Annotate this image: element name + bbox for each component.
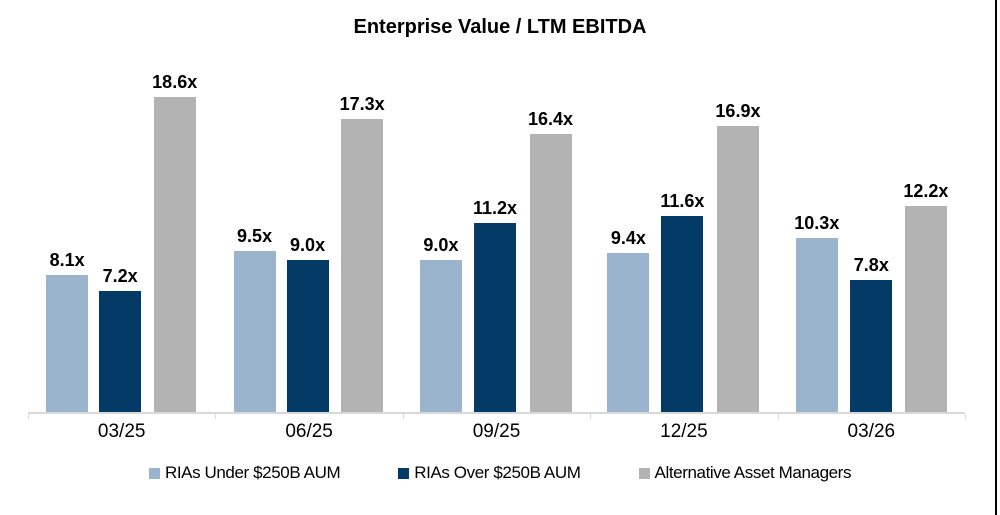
bar-series3-12-25 bbox=[716, 125, 759, 413]
x-axis-tick bbox=[965, 414, 966, 419]
bar-series2-03-25 bbox=[99, 290, 142, 413]
bar-group-12-25: 9.4x 11.6x 16.9x bbox=[590, 83, 777, 413]
bar-unit: 9.0x bbox=[286, 234, 329, 413]
bar-value-label: 11.6x bbox=[660, 190, 705, 211]
bar-value-label: 10.3x bbox=[794, 212, 840, 233]
bar-group-03-25: 8.1x 7.2x 18.6x bbox=[28, 73, 215, 413]
x-axis-tick bbox=[402, 414, 404, 419]
bar-unit: 9.5x bbox=[233, 226, 276, 413]
legend-swatch-icon bbox=[148, 467, 160, 479]
bar-value-label: 8.1x bbox=[49, 250, 85, 271]
legend-label: RIAs Under $250B AUM bbox=[164, 463, 341, 482]
bar-value-label: 17.3x bbox=[339, 93, 385, 114]
bar-series3-09-25 bbox=[529, 134, 572, 413]
legend-item-3: Alternative Asset Managers bbox=[638, 463, 852, 483]
bar-value-label: 9.5x bbox=[237, 226, 273, 247]
bar-value-label: 7.8x bbox=[853, 255, 889, 276]
category-label: 12/25 bbox=[660, 421, 708, 442]
bar-unit: 9.0x bbox=[419, 234, 462, 413]
category-label: 09/25 bbox=[472, 421, 521, 442]
bar-unit: 11.2x bbox=[472, 197, 518, 413]
bar-series1-12-25 bbox=[607, 253, 650, 413]
chart-title: Enterprise Value / LTM EBITDA bbox=[353, 16, 647, 38]
x-axis-line bbox=[28, 412, 965, 414]
legend-label: Alternative Asset Managers bbox=[654, 463, 852, 482]
bar-series3-03-26 bbox=[904, 205, 947, 413]
bar-group-03-26: 10.3x 7.8x 12.2x bbox=[778, 83, 965, 413]
bar-series3-06-25 bbox=[341, 118, 384, 413]
x-axis-tick bbox=[215, 414, 217, 419]
bar-unit: 7.2x bbox=[99, 265, 142, 413]
bar-series2-09-25 bbox=[473, 222, 516, 413]
bar-unit: 18.6x bbox=[152, 73, 197, 413]
bar-value-label: 9.0x bbox=[290, 234, 326, 255]
bar-series1-09-25 bbox=[419, 259, 462, 413]
category-label: 03/26 bbox=[847, 421, 896, 442]
bar-unit: 10.3x bbox=[794, 214, 839, 413]
bar-series2-03-26 bbox=[850, 280, 893, 413]
bar-group-09-25: 9.0x 11.2x 16.4x bbox=[403, 83, 590, 413]
x-axis-tick bbox=[590, 414, 592, 419]
legend-label: RIAs Over $250B AUM bbox=[414, 463, 581, 482]
bar-unit: 16.4x bbox=[528, 110, 573, 413]
x-axis-tick bbox=[777, 414, 779, 419]
bar-series1-06-25 bbox=[233, 251, 276, 413]
bar-value-label: 16.9x bbox=[715, 100, 761, 121]
bar-value-label: 18.6x bbox=[152, 71, 198, 92]
bar-value-label: 9.4x bbox=[610, 228, 646, 249]
category-label: 03/25 bbox=[97, 421, 146, 442]
legend-item-1: RIAs Under $250B AUM bbox=[148, 463, 341, 483]
x-axis-tick bbox=[28, 414, 29, 419]
bar-unit: 7.8x bbox=[850, 255, 893, 413]
category-label: 06/25 bbox=[285, 421, 333, 442]
legend: RIAs Under $250B AUM RIAs Over $250B AUM A… bbox=[0, 463, 1000, 483]
bar-unit: 11.6x bbox=[660, 192, 704, 413]
legend-swatch-icon bbox=[638, 467, 650, 479]
bar-series1-03-26 bbox=[795, 237, 838, 413]
bar-unit: 16.9x bbox=[715, 100, 761, 413]
bar-series1-03-25 bbox=[46, 275, 89, 413]
right-edge-border bbox=[995, 0, 997, 515]
bar-series2-06-25 bbox=[286, 259, 329, 413]
bar-value-label: 12.2x bbox=[903, 180, 949, 201]
bar-unit: 17.3x bbox=[340, 95, 385, 413]
bar-group-06-25: 9.5x 9.0x 17.3x bbox=[215, 83, 402, 413]
legend-swatch-icon bbox=[398, 467, 410, 479]
bar-unit: 9.4x bbox=[607, 228, 650, 413]
plot-area: 8.1x 7.2x 18.6x 9.5x 9.0x 17.3x 9.0x 11.2x 16.4x… bbox=[28, 73, 966, 419]
bar-value-label: 9.0x bbox=[423, 234, 459, 255]
bar-value-label: 16.4x bbox=[528, 109, 574, 129]
bar-value-label: 7.2x bbox=[102, 265, 138, 286]
bar-unit: 12.2x bbox=[903, 180, 949, 413]
bar-unit: 8.1x bbox=[46, 250, 89, 413]
x-axis-category-labels: 03/25 06/25 09/25 12/25 03/26 bbox=[28, 421, 965, 443]
bar-series2-12-25 bbox=[661, 215, 704, 413]
bar-value-label: 11.2x bbox=[472, 197, 518, 218]
bar-series3-03-25 bbox=[153, 96, 196, 413]
legend-item-2: RIAs Over $250B AUM bbox=[398, 463, 581, 483]
